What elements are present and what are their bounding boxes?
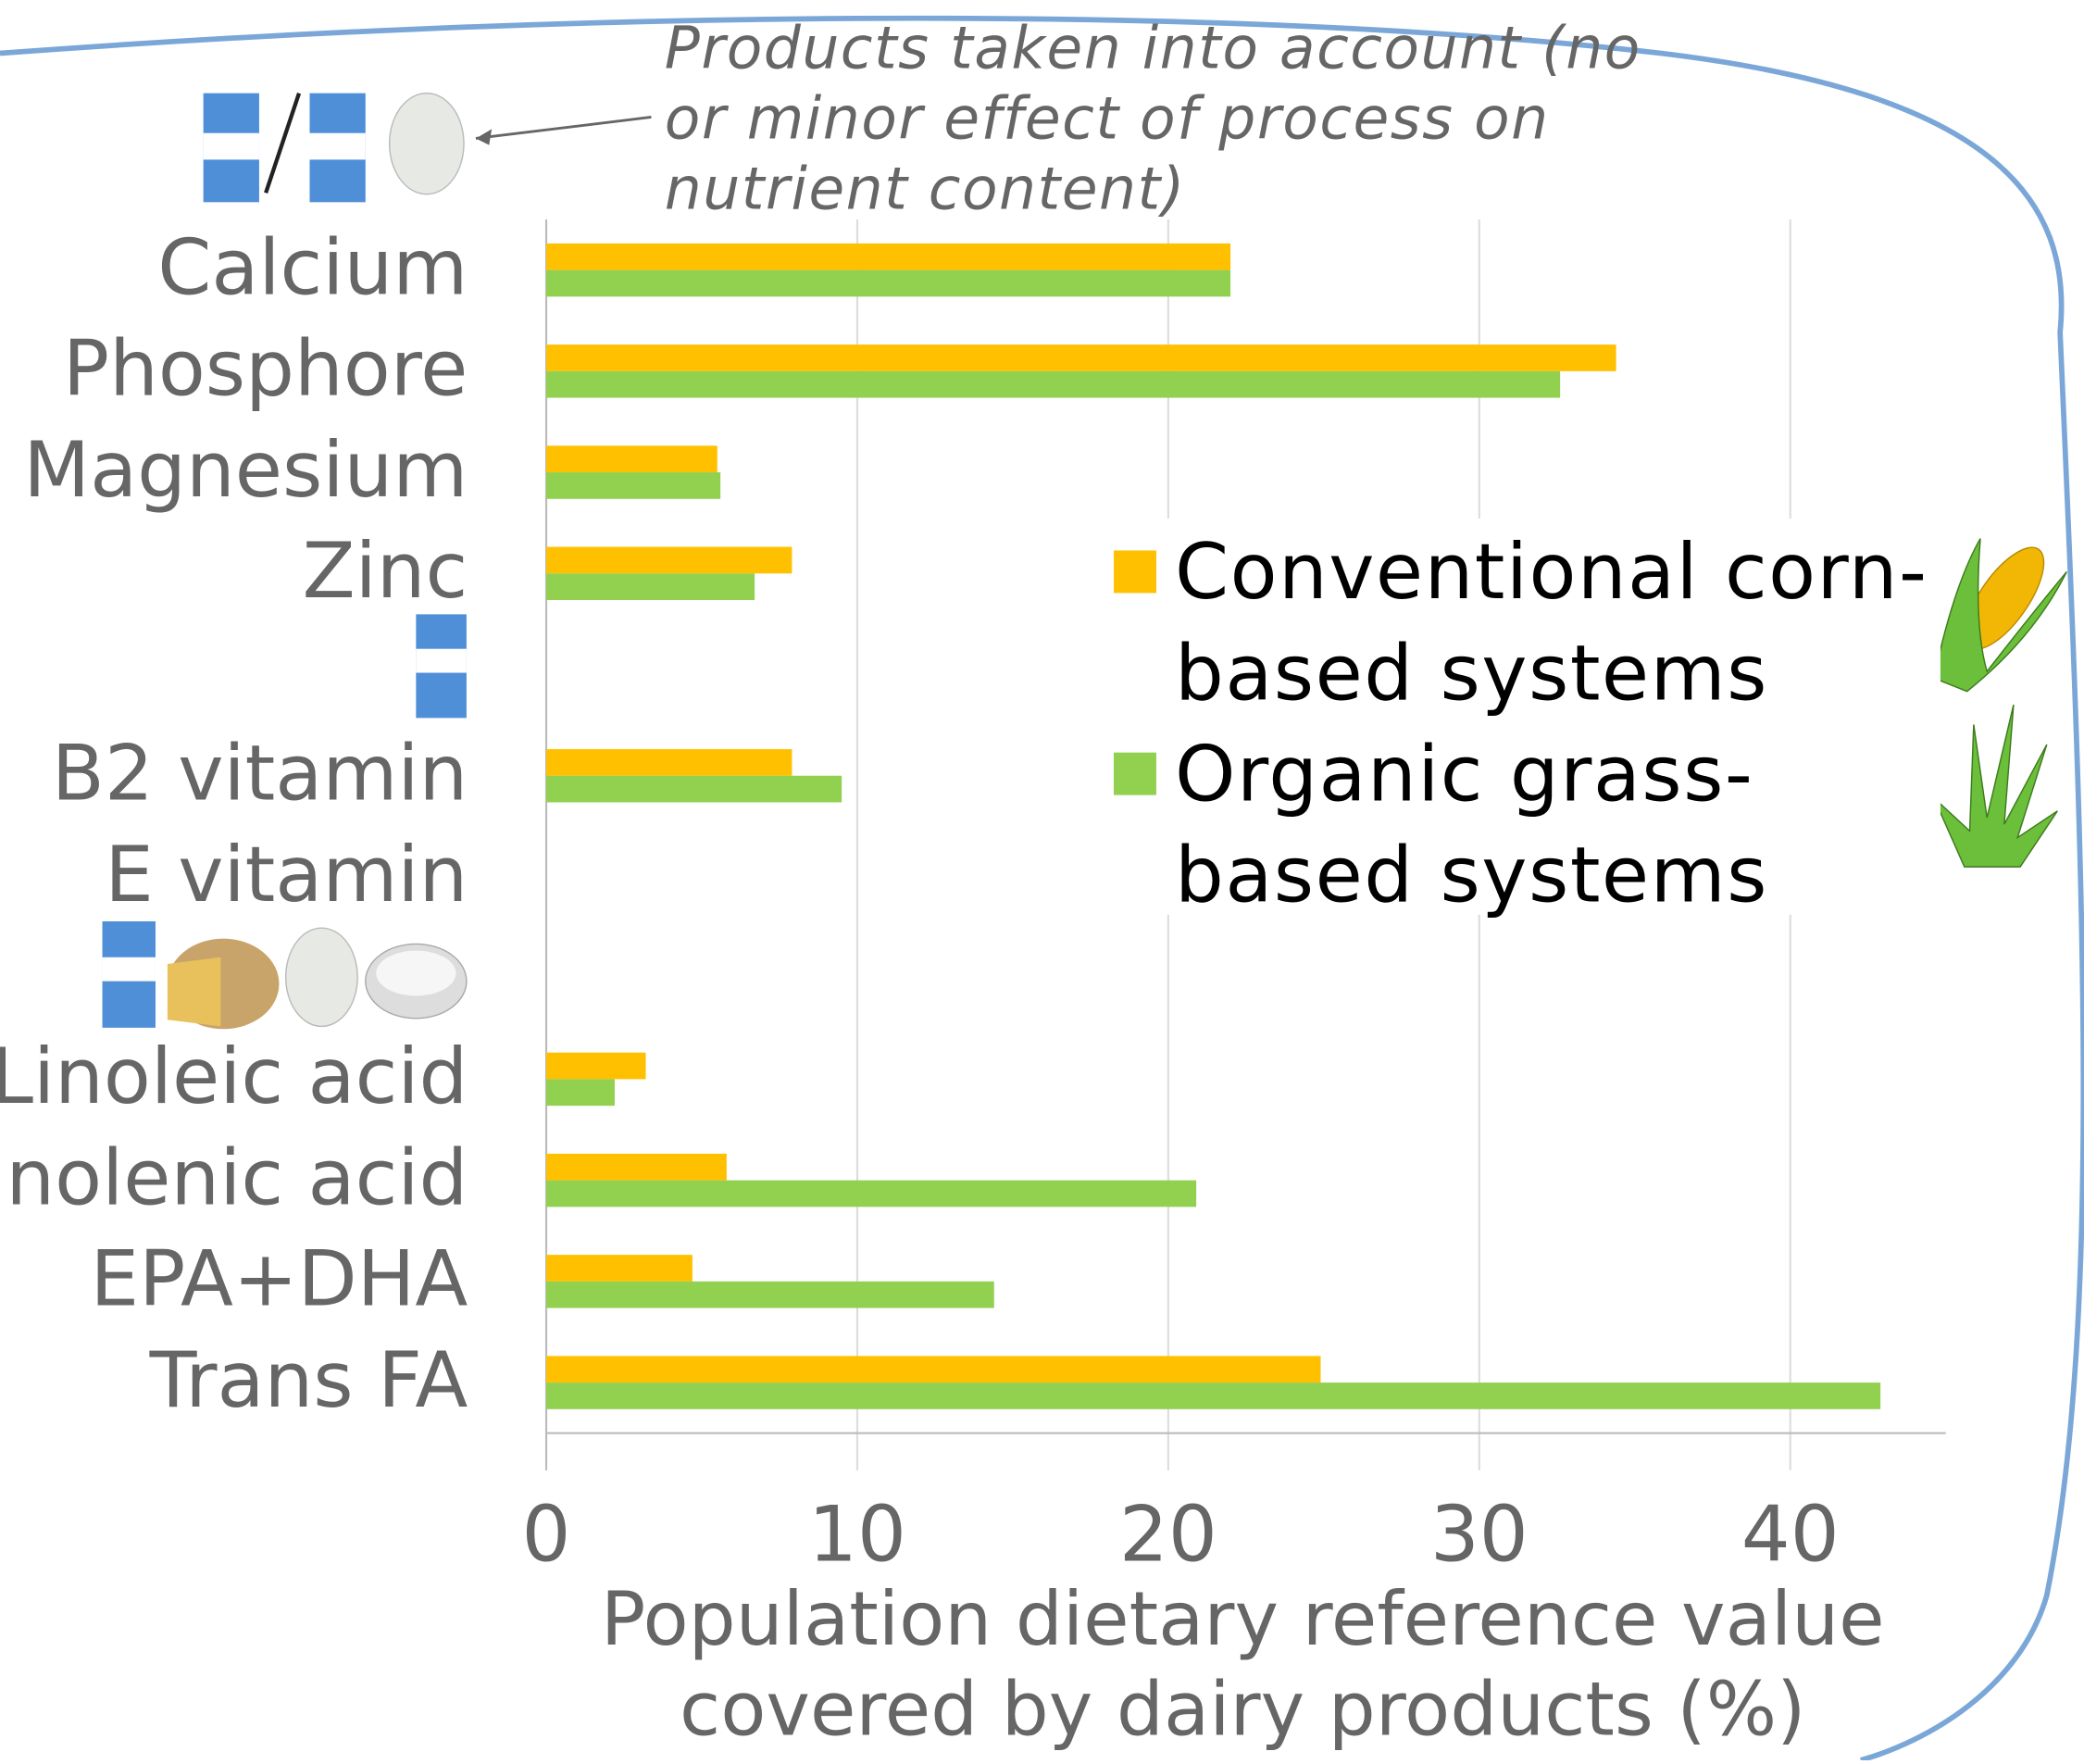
- x-axis-title: Population dietary reference value cover…: [505, 1575, 1981, 1756]
- bar: [546, 1154, 727, 1181]
- grass-icon: [1934, 705, 2058, 867]
- legend-label: Conventional corn-based systems: [1175, 521, 1946, 720]
- x-tick-label: 0: [522, 1489, 571, 1579]
- corn-icon: [1934, 535, 2067, 691]
- x-tick-label: 10: [808, 1489, 906, 1579]
- bar: [546, 1282, 994, 1308]
- bar: [546, 1053, 645, 1080]
- bar: [546, 1356, 1320, 1382]
- bar: [546, 1181, 1196, 1207]
- bar: [546, 445, 718, 472]
- bar: [546, 547, 792, 574]
- y-tick-label: Trans FA: [149, 1335, 468, 1425]
- bar: [546, 1382, 1880, 1409]
- legend-label: Organic grass-based systems: [1175, 723, 1946, 922]
- bar: [546, 1255, 693, 1282]
- y-tick-label: Linolenic acid: [0, 1132, 468, 1222]
- annotation: Products taken into account (no or minor…: [665, 13, 1675, 224]
- x-tick-label: 30: [1430, 1489, 1529, 1579]
- y-tick-label: Phosphore: [63, 324, 468, 414]
- bar: [546, 270, 1230, 297]
- y-tick-label: Calcium: [157, 222, 468, 312]
- milk-icon: [416, 614, 467, 718]
- bar: [546, 1079, 615, 1106]
- y-tick-label: EPA+DHA: [90, 1234, 468, 1324]
- y-tick-label: Magnesium: [23, 425, 468, 515]
- bar: [546, 776, 842, 803]
- product-icons-top: [204, 94, 652, 203]
- bar: [546, 371, 1560, 398]
- y-tick-label: Linoleic acid: [0, 1032, 468, 1121]
- product-icons-mid: [103, 921, 467, 1029]
- bar: [546, 749, 792, 776]
- bar: [546, 472, 720, 499]
- x-tick-label: 40: [1741, 1489, 1840, 1579]
- legend-swatch: [1114, 550, 1156, 593]
- chart: Products taken into account (no or minor…: [0, 0, 2084, 1760]
- y-tick-label: Zinc: [303, 526, 468, 616]
- x-axis-title-box: Population dietary reference value cover…: [505, 1575, 1981, 1760]
- annotation-box: Products taken into account (no or minor…: [665, 13, 1675, 239]
- bar: [546, 344, 1616, 371]
- legend-swatch: [1114, 753, 1156, 795]
- legend-label-box: Organic grass-based systems: [1175, 723, 1946, 922]
- y-tick-label: E vitamin: [105, 830, 468, 920]
- x-tick-label: 20: [1119, 1489, 1217, 1579]
- legend-label-box: Conventional corn-based systems: [1175, 521, 1946, 720]
- bar: [546, 244, 1230, 270]
- bar: [546, 573, 755, 600]
- y-tick-label: B2 vitamin: [52, 729, 468, 819]
